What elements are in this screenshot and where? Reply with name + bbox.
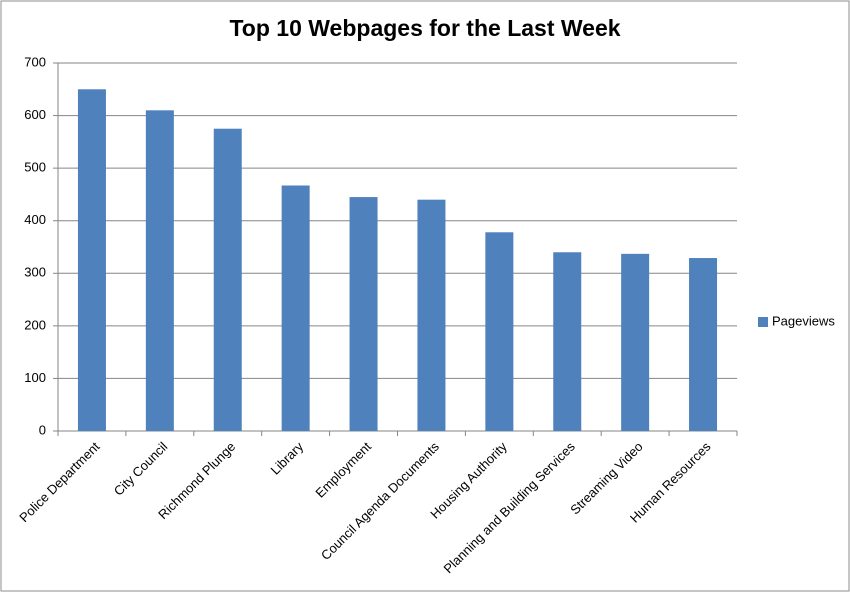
bar bbox=[485, 232, 514, 431]
y-tick-label: 500 bbox=[24, 160, 46, 175]
y-tick-label: 300 bbox=[24, 265, 46, 280]
bar bbox=[689, 258, 718, 431]
legend-label: Pageviews bbox=[772, 313, 835, 328]
bar bbox=[621, 253, 650, 431]
bar bbox=[213, 128, 242, 431]
y-tick-label: 700 bbox=[24, 54, 46, 69]
chart-title: Top 10 Webpages for the Last Week bbox=[229, 15, 620, 41]
y-tick-label: 200 bbox=[24, 317, 46, 332]
bar bbox=[145, 110, 174, 432]
y-tick-label: 400 bbox=[24, 212, 46, 227]
y-tick-label: 100 bbox=[24, 370, 46, 385]
bar bbox=[417, 199, 446, 431]
legend-swatch bbox=[758, 317, 768, 327]
bar bbox=[349, 197, 378, 431]
y-tick-label: 0 bbox=[39, 422, 46, 437]
bar bbox=[281, 185, 310, 431]
bar bbox=[553, 252, 582, 431]
bar bbox=[77, 89, 106, 432]
y-tick-label: 600 bbox=[24, 107, 46, 122]
